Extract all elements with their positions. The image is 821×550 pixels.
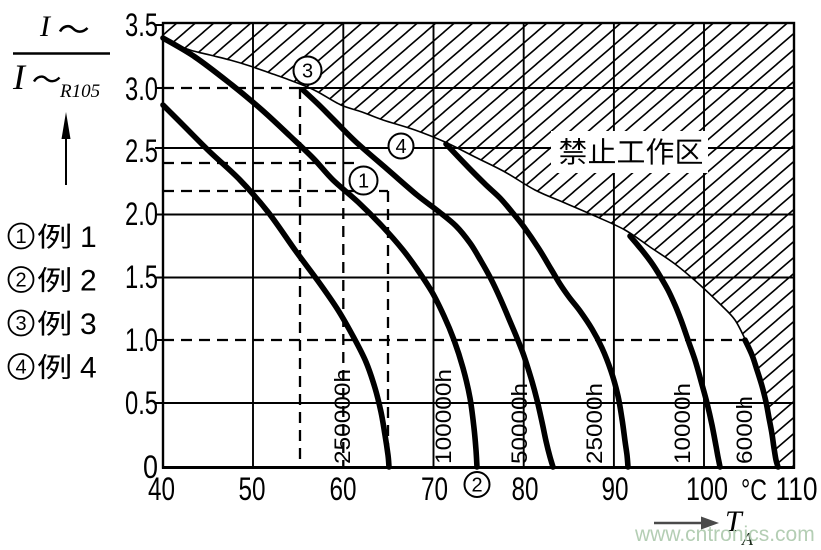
svg-text:1: 1 [358,171,369,193]
svg-text:1.0: 1.0 [125,322,158,358]
svg-text:110: 110 [776,471,818,507]
svg-text:1.5: 1.5 [125,259,158,295]
svg-text:10000h: 10000h [670,383,695,464]
svg-text:1: 1 [15,226,26,248]
svg-text:4: 4 [80,352,97,385]
svg-text:4: 4 [15,357,26,379]
svg-text:2: 2 [15,270,26,292]
svg-text:50: 50 [239,471,266,507]
svg-text:I: I [12,57,27,97]
svg-text:3: 3 [15,313,26,335]
svg-text:2.5: 2.5 [125,133,158,169]
svg-text:3: 3 [302,61,313,83]
svg-text:A: A [741,529,754,549]
svg-text:70: 70 [421,471,448,507]
svg-text:2: 2 [80,265,97,298]
svg-text:100: 100 [686,471,728,507]
svg-text:100000h: 100000h [431,369,456,464]
svg-text:°C: °C [741,474,767,507]
svg-text:50000h: 50000h [507,383,532,464]
svg-text:3.0: 3.0 [125,71,158,107]
svg-text:www.cntronics.com: www.cntronics.com [634,523,815,546]
svg-text:I: I [39,10,52,43]
svg-text:0.5: 0.5 [125,385,158,421]
svg-text:3: 3 [80,308,97,341]
svg-text:6000h: 6000h [732,396,757,464]
svg-text:1: 1 [80,221,97,254]
svg-text:4: 4 [395,136,406,158]
svg-text:250000h: 250000h [330,369,355,464]
svg-text:2.0: 2.0 [125,196,158,232]
svg-text:3.5: 3.5 [125,7,158,43]
svg-text:40: 40 [148,471,175,507]
svg-text:0: 0 [143,449,158,485]
svg-text:60: 60 [330,471,357,507]
svg-text:80: 80 [512,471,539,507]
svg-text:2: 2 [471,475,482,497]
svg-text:25000h: 25000h [582,383,607,464]
svg-text:T: T [725,505,744,538]
svg-text:R105: R105 [59,81,100,102]
svg-text:90: 90 [602,471,629,507]
